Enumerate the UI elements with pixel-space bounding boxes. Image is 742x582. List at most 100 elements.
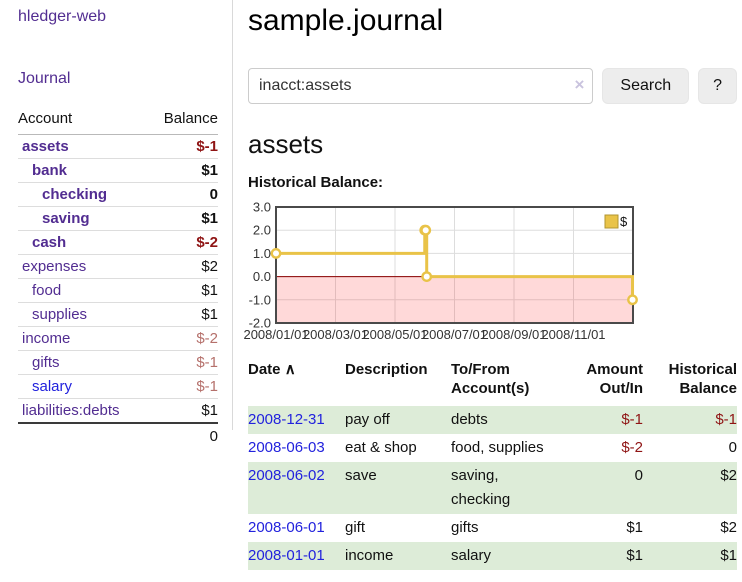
transaction-date-link[interactable]: 2008-06-02 (248, 467, 325, 484)
legend-label: $ (620, 214, 628, 229)
accounts-header-account: Account (18, 108, 149, 135)
transaction-description: gift (345, 519, 366, 536)
account-balance: 0 (148, 182, 218, 207)
transaction-row: 2008-06-03 eat & shop food, supplies $-2 0 (248, 434, 737, 462)
transaction-amount: $-2 (621, 439, 643, 456)
sidebar-account-income[interactable]: income (22, 330, 71, 347)
transaction-accounts: salary (451, 547, 492, 564)
account-name-cell: income (18, 326, 149, 351)
account-name-cell: cash (18, 230, 149, 255)
negative-region (276, 276, 633, 323)
transaction-date-cell: 2008-06-02 (248, 462, 345, 514)
transaction-date-link[interactable]: 2008-01-01 (248, 547, 325, 564)
account-balance: $1 (148, 158, 218, 183)
sidebar-account-liabilities-debts[interactable]: liabilities:debts (22, 402, 120, 419)
sidebar-account-assets[interactable]: assets (22, 138, 69, 155)
sidebar-account-supplies[interactable]: supplies (32, 306, 88, 323)
sidebar-account-expenses[interactable]: expenses (22, 258, 87, 275)
account-name-cell: food (18, 278, 149, 303)
account-balance: $1 (148, 302, 218, 327)
account-name-cell: checking (18, 182, 149, 207)
accounts-total-row: 0 (18, 422, 218, 449)
account-name-cell: bank (18, 158, 149, 183)
y-axis-label: 0.0 (253, 269, 271, 284)
page-title: sample.journal (248, 4, 444, 37)
transaction-accounts: debts (451, 411, 488, 428)
register-header-date[interactable]: Date ∧ (248, 361, 296, 378)
account-balance: $1 (148, 398, 218, 424)
sidebar-account-checking[interactable]: checking (42, 186, 108, 203)
y-axis-label: -1.0 (249, 292, 271, 307)
transaction-accounts: saving, checking (451, 467, 511, 508)
accounts-total-value: 0 (148, 422, 218, 449)
account-name-cell: saving (18, 206, 149, 231)
sidebar-item-journal[interactable]: Journal (18, 70, 71, 87)
accounts-total-spacer (18, 422, 149, 449)
account-row: expenses $2 (18, 254, 218, 279)
sidebar: hledger-web Journal Account Balance asse… (0, 0, 233, 449)
transaction-balance: $1 (720, 547, 737, 564)
transaction-row: 2008-06-01 gift gifts $1 $2 (248, 514, 737, 542)
register-header-balance: Historical Balance (668, 361, 737, 397)
chart-frame (275, 206, 634, 324)
sidebar-account-gifts[interactable]: gifts (32, 354, 60, 371)
accounts-header-row: Account Balance (18, 108, 218, 135)
transaction-amount: 0 (634, 467, 643, 484)
account-name-cell: expenses (18, 254, 149, 279)
account-balance: $-1 (148, 374, 218, 399)
register-header-accounts: To/From Account(s) (451, 361, 530, 397)
y-axis-label: 2.0 (253, 223, 271, 238)
transaction-row: 2008-01-01 income salary $1 $1 (248, 542, 737, 570)
clear-search-icon[interactable]: × (574, 75, 585, 94)
transaction-description: pay off (345, 411, 390, 428)
register-header-description: Description (345, 361, 428, 378)
transaction-balance: 0 (728, 439, 737, 456)
sidebar-account-saving[interactable]: saving (42, 210, 90, 227)
transaction-date-cell: 2008-06-03 (248, 434, 345, 462)
search-box: × (248, 68, 594, 104)
transaction-balance: $2 (720, 467, 737, 484)
transaction-date-cell: 2008-12-31 (248, 406, 345, 434)
x-axis-label: 2008/11/01 (541, 327, 605, 342)
accounts-header-balance: Balance (148, 108, 218, 135)
search-form: × Search ? (248, 68, 737, 104)
sidebar-account-bank[interactable]: bank (32, 162, 68, 179)
transaction-amount: $1 (626, 519, 643, 536)
sidebar-account-cash[interactable]: cash (32, 234, 67, 251)
account-name-cell: supplies (18, 302, 149, 327)
account-balance: $-1 (148, 134, 218, 159)
sidebar-account-food[interactable]: food (32, 282, 62, 299)
account-name-cell: assets (18, 134, 149, 159)
y-axis-label: 3.0 (253, 200, 271, 215)
account-row: assets $-1 (18, 134, 218, 159)
transaction-date-cell: 2008-06-01 (248, 514, 345, 542)
app-brand-link[interactable]: hledger-web (18, 8, 107, 25)
transaction-date-link[interactable]: 2008-06-03 (248, 439, 325, 456)
x-axis-label: 2008/09/01 (481, 327, 546, 342)
transaction-row: 2008-06-02 save saving, checking 0 $2 (248, 462, 737, 514)
sidebar-account-salary[interactable]: salary (32, 378, 73, 395)
transaction-date-link[interactable]: 2008-12-31 (248, 411, 325, 428)
account-row: salary $-1 (18, 374, 218, 399)
transaction-date-link[interactable]: 2008-06-01 (248, 519, 325, 536)
transaction-balance: $-1 (715, 411, 737, 428)
search-button[interactable]: Search (602, 68, 690, 104)
account-row: gifts $-1 (18, 350, 218, 375)
account-name-cell: liabilities:debts (18, 398, 149, 424)
account-row: supplies $1 (18, 302, 218, 327)
x-axis-label: 2008/07/01 (422, 327, 487, 342)
data-point-marker (270, 248, 282, 259)
transaction-balance: $2 (720, 519, 737, 536)
help-button[interactable]: ? (698, 68, 737, 104)
x-axis-label: 2008/01/01 (243, 327, 308, 342)
account-row: bank $1 (18, 158, 218, 183)
search-input[interactable] (248, 68, 594, 104)
transaction-amount: $1 (626, 547, 643, 564)
accounts-table: Account Balance assets $-1 bank $1 checking 0… (18, 108, 218, 449)
historical-balance-chart: 3.0 2.0 1.0 0.0 -1.0 -2.02008/01/012008/03/01… (243, 200, 638, 342)
transaction-row: 2008-12-31 pay off debts $-1 $-1 (248, 406, 737, 434)
account-balance: $-1 (148, 350, 218, 375)
transaction-amount: $-1 (621, 411, 643, 428)
data-point-marker (420, 224, 432, 236)
account-row: food $1 (18, 278, 218, 303)
